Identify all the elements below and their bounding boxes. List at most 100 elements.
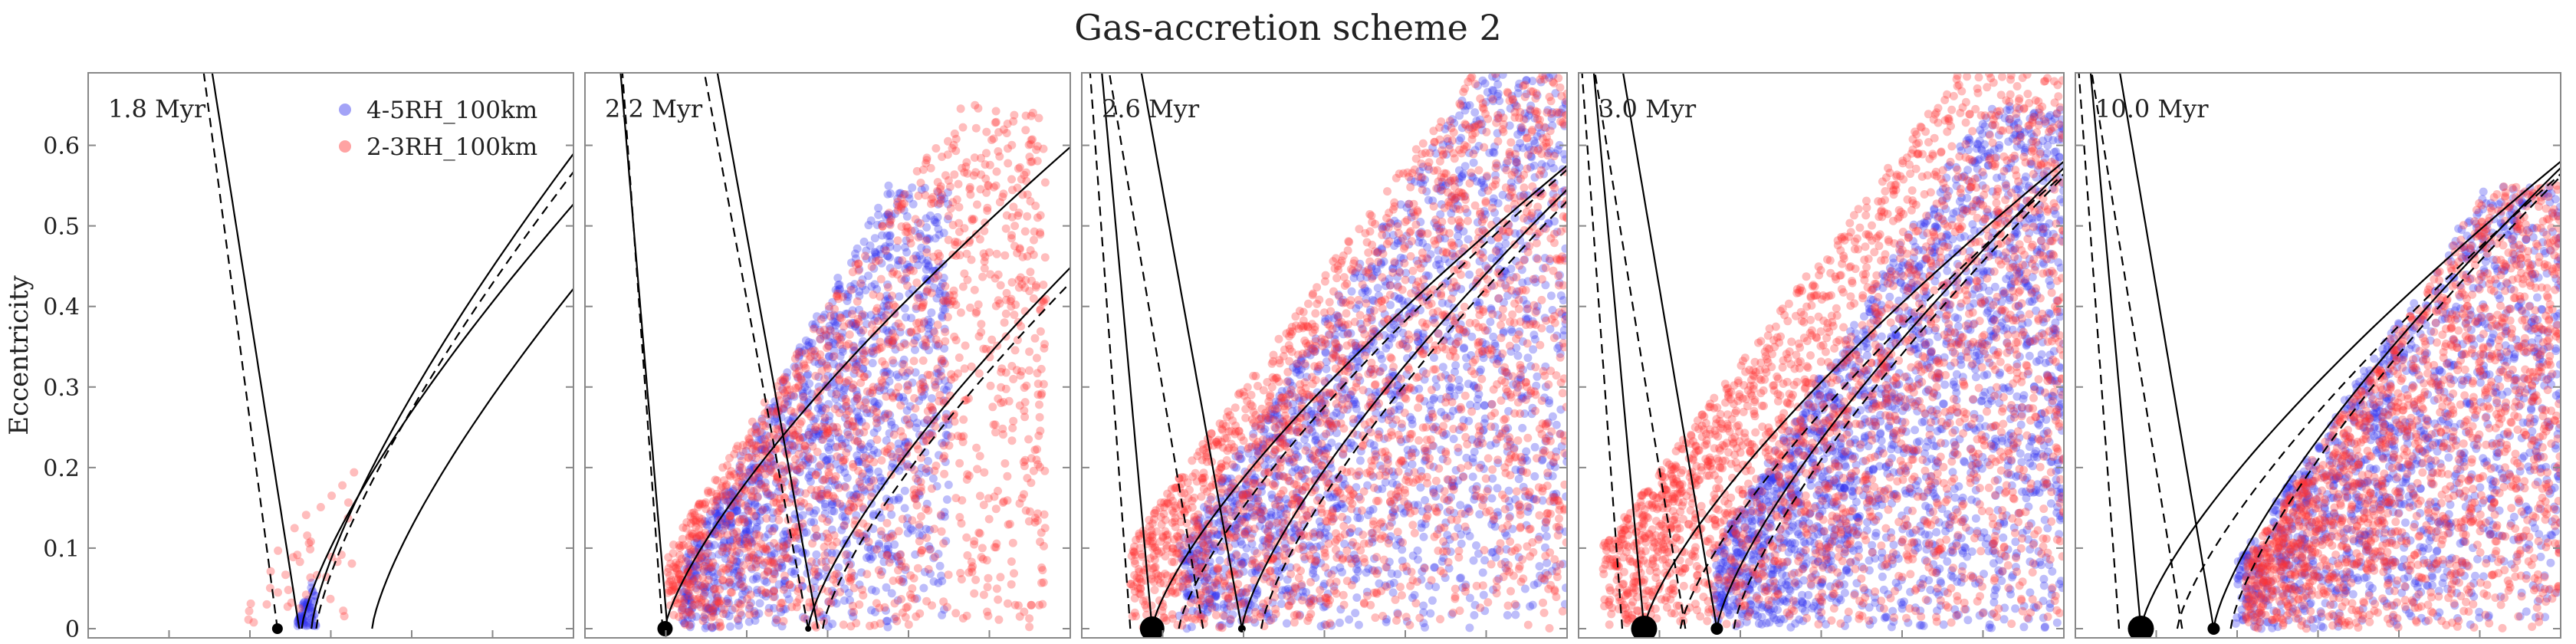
data-point xyxy=(1528,600,1537,610)
data-point xyxy=(761,422,770,431)
data-point xyxy=(777,558,786,567)
data-point xyxy=(839,457,848,466)
data-point xyxy=(909,413,918,422)
data-point xyxy=(874,203,883,212)
data-point xyxy=(844,506,853,515)
data-point xyxy=(761,592,770,601)
data-point xyxy=(764,459,772,468)
data-point xyxy=(905,234,915,243)
data-point xyxy=(939,356,948,366)
data-point xyxy=(918,165,928,174)
data-point xyxy=(997,367,1006,376)
data-point xyxy=(823,341,833,350)
data-point xyxy=(824,622,833,631)
data-point xyxy=(848,306,857,315)
data-point xyxy=(812,550,821,559)
data-point xyxy=(1438,298,1447,307)
data-point xyxy=(882,550,892,560)
data-point xyxy=(841,402,850,411)
data-point xyxy=(738,472,748,481)
data-point xyxy=(927,484,936,493)
data-point xyxy=(768,450,777,459)
data-point xyxy=(908,378,917,387)
data-point xyxy=(932,340,941,350)
data-point xyxy=(840,322,849,331)
data-point xyxy=(748,417,757,426)
data-point xyxy=(1001,224,1010,233)
data-point xyxy=(808,345,817,354)
data-point xyxy=(1308,427,1317,436)
data-point xyxy=(770,586,778,595)
data-point xyxy=(892,243,902,252)
data-point xyxy=(978,544,987,553)
data-point xyxy=(900,276,909,285)
data-point xyxy=(1372,264,1381,274)
data-point xyxy=(770,592,779,601)
data-point xyxy=(799,433,808,442)
data-point xyxy=(883,550,892,559)
data-point xyxy=(1530,472,1539,481)
data-point xyxy=(852,492,860,501)
data-point xyxy=(1393,381,1402,389)
data-point xyxy=(839,360,847,369)
data-point xyxy=(1024,435,1033,444)
data-point xyxy=(753,588,762,597)
data-point xyxy=(859,349,868,357)
data-point xyxy=(908,516,917,525)
data-point xyxy=(728,486,738,495)
data-point xyxy=(718,520,728,529)
data-point xyxy=(755,427,764,436)
data-point xyxy=(1014,211,1023,220)
data-point xyxy=(829,597,838,606)
data-point xyxy=(923,370,932,380)
data-point xyxy=(814,571,823,580)
data-point xyxy=(856,369,865,378)
data-point xyxy=(687,547,696,557)
data-point xyxy=(920,390,928,399)
data-point xyxy=(903,514,912,523)
data-point xyxy=(310,591,319,600)
data-point xyxy=(1478,76,1487,85)
data-point xyxy=(886,295,894,304)
data-point xyxy=(1465,270,1474,279)
data-point xyxy=(783,368,792,377)
data-point xyxy=(941,438,950,447)
data-point xyxy=(898,514,907,524)
data-point xyxy=(1514,564,1523,573)
data-point xyxy=(820,310,829,320)
data-point xyxy=(956,308,965,317)
data-point xyxy=(914,233,923,242)
data-point xyxy=(842,397,851,406)
boundary-curve-solid xyxy=(301,202,573,629)
data-point xyxy=(922,159,931,168)
data-point xyxy=(934,200,943,209)
data-point xyxy=(1352,483,1361,492)
data-point xyxy=(715,598,724,607)
data-point xyxy=(811,570,820,580)
data-point xyxy=(830,494,840,503)
data-point xyxy=(821,431,830,440)
data-point xyxy=(752,524,761,534)
data-point xyxy=(894,439,903,449)
data-point xyxy=(1472,541,1480,550)
data-point xyxy=(934,369,943,378)
data-point xyxy=(1427,406,1436,416)
data-point xyxy=(1329,350,1338,360)
data-point xyxy=(836,310,845,320)
data-point xyxy=(797,376,806,385)
data-point xyxy=(835,280,844,289)
data-point xyxy=(897,202,905,211)
data-point xyxy=(912,302,921,311)
data-point xyxy=(874,256,883,265)
data-point xyxy=(692,612,701,621)
data-point xyxy=(840,413,849,422)
data-point xyxy=(798,511,807,520)
data-point xyxy=(893,236,902,245)
data-point xyxy=(744,585,753,594)
data-point xyxy=(1032,145,1041,154)
data-point xyxy=(944,136,952,146)
data-point xyxy=(971,168,981,177)
data-point xyxy=(665,577,674,586)
data-point xyxy=(823,485,832,494)
data-point xyxy=(941,415,951,424)
